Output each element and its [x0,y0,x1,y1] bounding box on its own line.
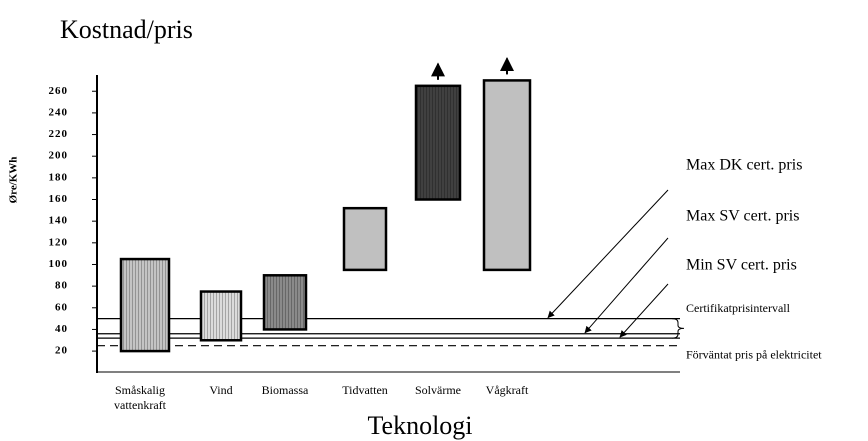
y-tick-label: 160 [49,193,69,205]
interval-label: Certifikatprisintervall [686,301,791,315]
reference-arrow [547,189,669,319]
y-tick-label: 240 [49,106,69,118]
y-tick-label: 120 [49,236,69,248]
y-axis-label: Øre/KWh [8,157,20,204]
x-tick-label: Biomassa [261,383,309,397]
interval-brace [671,318,685,339]
reference-arrow [584,237,669,334]
x-tick-label: Tidvatten [342,383,388,397]
reference-label: Max SV cert. pris [686,208,799,225]
y-tick-label: 220 [49,128,69,140]
chart-title: Kostnad/pris [60,15,193,44]
bar-hatch [264,275,306,330]
reference-label: Förväntat pris på elektricitet [686,347,822,361]
x-axis-label: Teknologi [367,411,472,440]
bar [342,206,388,272]
x-tick-label: Solvärme [415,383,461,397]
y-tick-label: 80 [55,280,68,292]
reference-label: Max DK cert. pris [686,157,802,174]
y-tick-label: 200 [49,150,69,162]
y-tick-label: 60 [55,301,68,313]
reference-arrow [619,283,669,338]
x-tick-label: Vind [209,383,233,397]
reference-label: Min SV cert. pris [686,257,797,274]
y-tick-label: 180 [49,171,69,183]
bar-hatch [201,291,241,341]
y-tick-label: 140 [49,215,69,227]
bar-hatch [416,85,460,200]
y-tick-label: 100 [49,258,69,270]
y-tick-label: 260 [49,85,69,97]
y-tick-label: 20 [55,345,68,357]
x-tick-label: Vågkraft [485,383,529,397]
bar [482,79,532,272]
x-tick-label: Småskalig vattenkraft [114,383,166,412]
y-tick-label: 40 [55,323,68,335]
bar-hatch [121,259,169,352]
